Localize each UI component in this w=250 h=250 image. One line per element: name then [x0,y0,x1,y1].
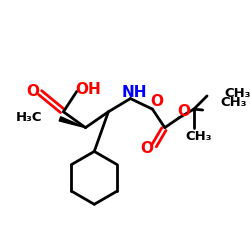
Text: H₃C: H₃C [16,110,42,124]
Text: O: O [141,141,154,156]
Text: O: O [26,84,39,99]
Text: OH: OH [75,82,101,97]
Text: O: O [177,104,190,119]
Text: CH₃: CH₃ [225,87,250,100]
Text: NH: NH [122,85,148,100]
Text: CH₃: CH₃ [185,130,212,143]
Polygon shape [59,117,86,128]
Text: O: O [150,94,163,109]
Text: CH₃: CH₃ [220,96,247,110]
